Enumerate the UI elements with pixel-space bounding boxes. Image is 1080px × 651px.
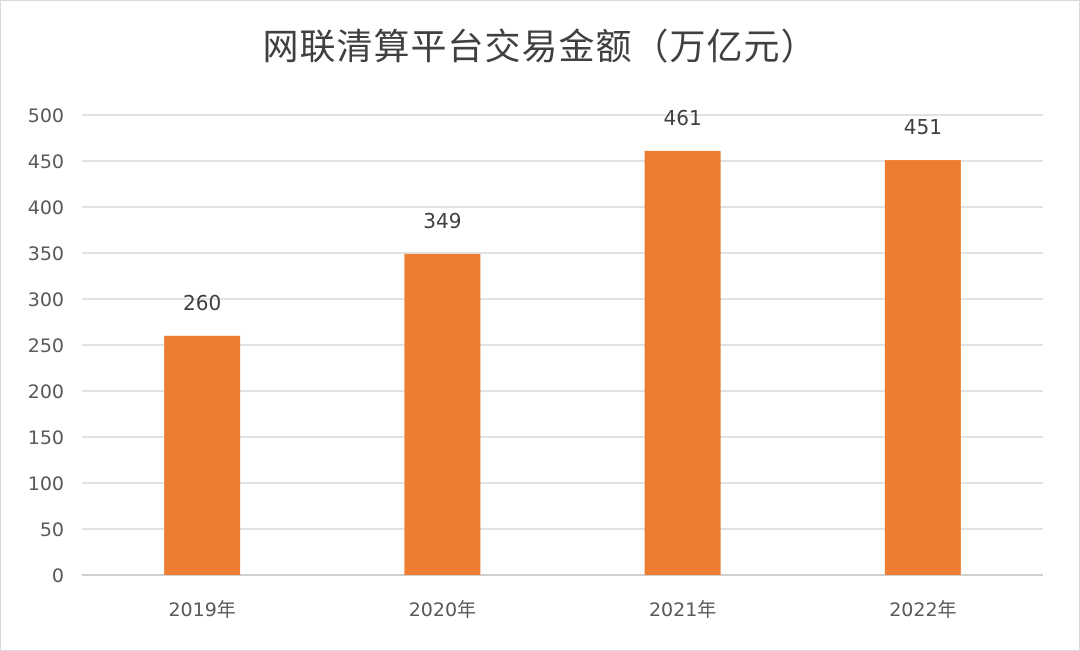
y-tick-label: 350 (28, 243, 64, 265)
gridlines (82, 114, 1043, 576)
y-tick-label: 100 (28, 473, 64, 495)
y-tick-label: 500 (28, 105, 64, 127)
data-label: 260 (183, 291, 221, 315)
bar (644, 150, 721, 575)
x-category-label: 2022年 (889, 599, 956, 621)
y-tick-label: 50 (40, 519, 64, 541)
y-tick-label: 150 (28, 427, 64, 449)
y-tick-label: 200 (28, 381, 64, 403)
bar (404, 253, 481, 576)
x-category-label: 2020年 (409, 599, 476, 621)
x-category-label: 2021年 (649, 599, 716, 621)
y-axis-tick-labels: 0 50 100 150 200 250 300 350 400 450 500 (28, 105, 64, 587)
bar (164, 335, 241, 575)
y-tick-label: 0 (52, 565, 64, 587)
data-labels: 260 349 461 451 (183, 106, 942, 315)
y-tick-label: 400 (28, 197, 64, 219)
y-tick-label: 450 (28, 151, 64, 173)
x-category-label: 2019年 (168, 599, 235, 621)
data-label: 461 (664, 106, 702, 130)
data-label: 451 (904, 115, 942, 139)
bars (164, 150, 961, 576)
x-axis-category-labels: 2019年 2020年 2021年 2022年 (168, 599, 956, 621)
y-tick-label: 250 (28, 335, 64, 357)
chart-title: 网联清算平台交易金额（万亿元） (262, 27, 818, 68)
y-tick-label: 300 (28, 289, 64, 311)
data-label: 349 (423, 209, 461, 233)
bar (884, 160, 961, 575)
